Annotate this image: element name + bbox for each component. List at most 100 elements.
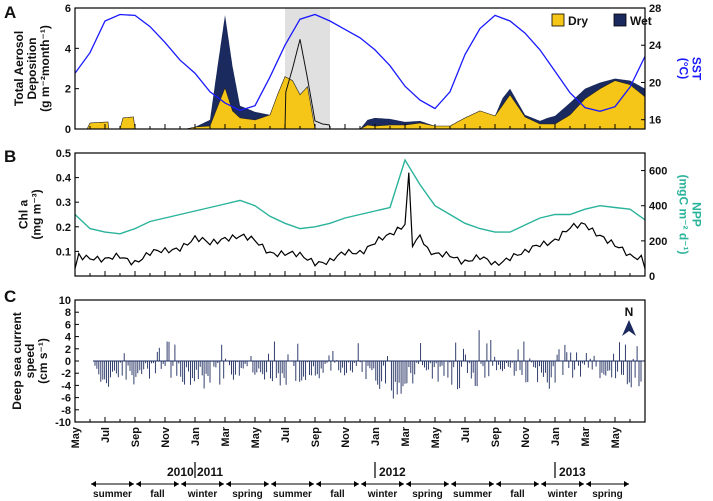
legend-swatch-dry bbox=[551, 13, 565, 27]
dry-deposition-area bbox=[75, 76, 646, 130]
panel-letter-a: A bbox=[4, 3, 16, 22]
y-tick-label: 20 bbox=[649, 77, 661, 89]
year-label: 2010 2011 bbox=[167, 465, 223, 479]
season-arrowhead bbox=[309, 481, 314, 487]
season-label: spring bbox=[412, 489, 443, 500]
north-arrow-icon: N bbox=[622, 305, 636, 336]
y-tick-label: 6 bbox=[65, 319, 71, 331]
current-stick-series bbox=[94, 330, 642, 399]
axis-title-line: Deep sea current bbox=[10, 312, 24, 409]
season-label: spring bbox=[592, 489, 623, 500]
panel-a-y2-axis-title: SST(°C) bbox=[677, 57, 704, 81]
axis-title-line: (mg m⁻³) bbox=[30, 189, 44, 239]
y-tick-label: 2 bbox=[65, 84, 71, 96]
y-tick-label: -10 bbox=[55, 417, 71, 429]
season-arrowhead bbox=[136, 481, 141, 487]
y-tick-label: 4 bbox=[65, 332, 72, 344]
legend-label-wet: Wet bbox=[630, 14, 652, 28]
axis-title-line: Deposition bbox=[25, 38, 39, 100]
axis-title-line: (g m⁻²month⁻¹) bbox=[38, 25, 52, 112]
year-label: 2012 bbox=[379, 465, 406, 479]
npp-series-line bbox=[74, 158, 646, 235]
x-tick-label: Mar bbox=[580, 426, 592, 446]
legend: Dry Wet bbox=[551, 13, 652, 28]
sst-series-line bbox=[74, 13, 646, 112]
y-tick-label: 0.3 bbox=[56, 197, 71, 209]
season-label: fall bbox=[330, 489, 345, 500]
y-tick-label: 0 bbox=[65, 356, 71, 368]
x-tick-label: Sep bbox=[310, 427, 322, 447]
axis-title-line: (mgC m⁻² d⁻¹) bbox=[677, 175, 691, 255]
y-tick-label: 0 bbox=[649, 271, 655, 283]
y-tick-label: -4 bbox=[61, 380, 72, 392]
panel-a-y2-tick-labels: 16 20 24 28 bbox=[641, 3, 662, 127]
y-tick-label: 600 bbox=[649, 166, 667, 178]
panel-c-ticks bbox=[74, 417, 631, 422]
legend-label-dry: Dry bbox=[568, 14, 588, 28]
x-tick-label: Nov bbox=[160, 426, 172, 448]
x-tick-label: May bbox=[250, 426, 262, 448]
season-arrowhead bbox=[451, 481, 456, 487]
x-tick-label: May bbox=[430, 426, 442, 448]
panel-b-y-tick-labels: 0.1 0.2 0.3 0.4 0.5 bbox=[56, 148, 79, 258]
y-tick-label: 4 bbox=[65, 43, 72, 55]
season-arrows: summer fall winter spring summer fall winter sp… bbox=[91, 481, 629, 500]
x-tick-label: Mar bbox=[400, 426, 412, 446]
y-tick-label: -8 bbox=[61, 405, 71, 417]
season-label: summer bbox=[273, 489, 312, 500]
season-arrowhead bbox=[91, 481, 96, 487]
axis-title-line: Total Aerosol bbox=[12, 31, 26, 106]
y-tick-label: 10 bbox=[59, 295, 71, 307]
x-tick-label: May bbox=[610, 426, 622, 448]
y-tick-label: 6 bbox=[65, 3, 71, 15]
x-tick-label: Nov bbox=[520, 426, 532, 448]
season-arrowhead bbox=[541, 481, 546, 487]
dry-deposition-gap-estimate bbox=[284, 39, 331, 130]
season-arrowhead bbox=[489, 481, 494, 487]
y-tick-label: 24 bbox=[649, 40, 662, 52]
panel-b-chl-npp: 0.1 0.2 0.3 0.4 0.5 0 200 400 600 Chl a(mg m⁻³)… bbox=[17, 148, 704, 283]
season-arrowhead bbox=[579, 481, 584, 487]
season-label: spring bbox=[232, 489, 263, 500]
year-label: 2013 bbox=[559, 465, 586, 479]
season-arrowhead bbox=[219, 481, 224, 487]
x-tick-label: Sep bbox=[490, 427, 502, 447]
panel-c-y-axis-title: Deep sea currentspeed(cm s⁻¹) bbox=[10, 312, 50, 409]
y-tick-label: -2 bbox=[61, 368, 71, 380]
season-arrowhead bbox=[534, 481, 539, 487]
x-tick-label: Nov bbox=[340, 426, 352, 448]
season-arrowhead bbox=[496, 481, 501, 487]
season-arrowhead bbox=[129, 481, 134, 487]
season-arrowhead bbox=[586, 481, 591, 487]
season-arrowhead bbox=[354, 481, 359, 487]
panel-b-y-axis-title: Chl a(mg m⁻³) bbox=[17, 189, 44, 239]
y-tick-label: 28 bbox=[649, 3, 661, 15]
season-arrowhead bbox=[181, 481, 186, 487]
panel-a-y-tick-labels: 0 2 4 6 bbox=[65, 3, 79, 136]
x-tick-label: Jul bbox=[280, 427, 292, 443]
panel-b-ticks bbox=[74, 271, 631, 276]
season-arrowhead bbox=[444, 481, 449, 487]
legend-swatch-wet bbox=[613, 13, 627, 27]
x-tick-label: Mar bbox=[220, 426, 232, 446]
season-label: fall bbox=[150, 489, 165, 500]
axis-title-line: speed bbox=[23, 344, 37, 379]
x-tick-label: Jul bbox=[460, 427, 472, 443]
axis-title-line: SST bbox=[690, 57, 704, 81]
x-axis-month-labels: May Jul Sep Nov Jan Mar May Jul Sep Nov Jan Mar May J… bbox=[70, 426, 622, 448]
season-label: winter bbox=[367, 489, 398, 500]
axis-title-line: Chl a bbox=[17, 200, 31, 230]
season-label: winter bbox=[187, 489, 218, 500]
y-tick-label: 0.4 bbox=[56, 173, 72, 185]
x-tick-label: Jan bbox=[550, 427, 562, 446]
x-tick-label: Jul bbox=[100, 427, 112, 443]
panel-b-y2-axis-title: NPP(mgC m⁻² d⁻¹) bbox=[677, 175, 704, 255]
axis-title-line: NPP bbox=[690, 202, 704, 227]
y-tick-label: 16 bbox=[649, 115, 661, 127]
y-tick-label: -6 bbox=[61, 393, 71, 405]
deposition-areas bbox=[75, 15, 646, 130]
north-arrow-shape bbox=[622, 320, 636, 336]
season-arrowhead bbox=[361, 481, 366, 487]
